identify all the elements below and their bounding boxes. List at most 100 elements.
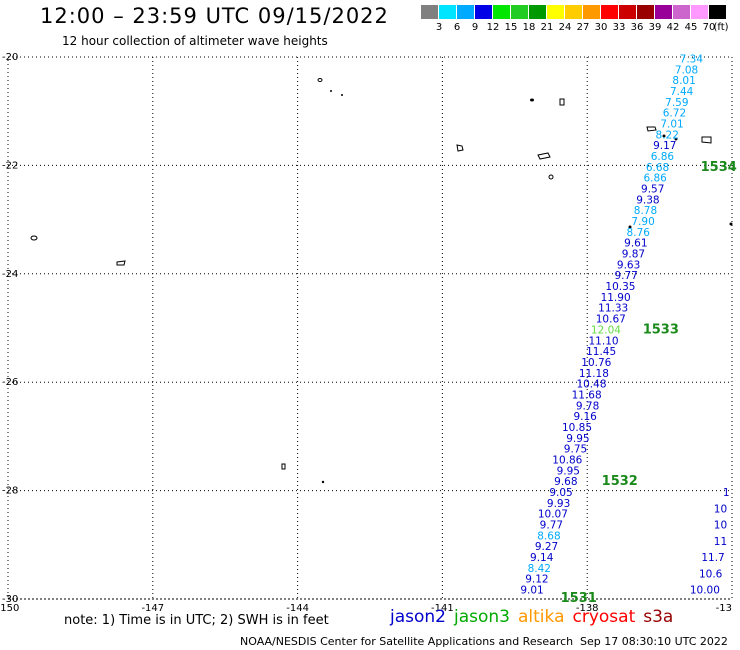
color-scale-label: 9 (471, 22, 479, 33)
color-swatch (619, 5, 636, 19)
x-tick-label: -147 (141, 603, 164, 614)
y-tick-label: -30 (2, 594, 18, 605)
wave-height-value: 8.42 (528, 563, 551, 575)
color-swatch (529, 5, 546, 19)
color-scale-label: 15 (504, 22, 518, 33)
wave-height-value: 7.01 (660, 118, 683, 130)
satellite-legend-item: s3a (643, 607, 674, 627)
x-tick-label: -144 (286, 603, 309, 614)
wave-height-value: 11.33 (598, 303, 628, 315)
wave-height-value: 9.87 (622, 249, 645, 261)
color-swatch (691, 5, 708, 19)
pass-numbers: 1534 1533 1532 1531 (561, 160, 737, 606)
y-tick-label: -26 (2, 377, 18, 388)
wave-height-value: 9.95 (566, 433, 589, 445)
y-tick-label: -20 (2, 52, 18, 63)
map-grid (7, 56, 733, 600)
wave-height-values: 7.347.088.017.447.596.727.018.229.176.86… (520, 53, 729, 596)
island-outline (281, 463, 286, 470)
wave-height-value: 10 (714, 503, 727, 515)
satellite-legend-item: altika (518, 607, 565, 627)
wave-height-value: 7.08 (675, 64, 698, 76)
wave-height-value: 9.57 (641, 184, 664, 196)
island-outline (321, 480, 325, 484)
wave-height-value: 6.68 (646, 162, 669, 174)
color-swatch (511, 5, 528, 19)
wave-height-value: 11.18 (579, 368, 609, 380)
x-tick-label: -138 (576, 603, 599, 614)
wave-height-value: 11.45 (586, 346, 616, 358)
color-scale-label: 3 (435, 22, 443, 33)
color-swatch (601, 5, 618, 19)
wave-height-value: 10.6 (699, 568, 723, 580)
color-scale-unit: (ft) (713, 22, 729, 33)
island-outline (559, 98, 565, 106)
wave-height-value: 9.05 (549, 487, 572, 499)
island-outline (30, 235, 38, 241)
wave-height-value: 11.68 (572, 389, 602, 401)
wave-height-value: 11.10 (589, 335, 619, 347)
wave-height-value: 9.01 (520, 585, 543, 597)
island-outline (330, 90, 332, 92)
color-scale-label: 39 (648, 22, 662, 33)
color-scale-label: 27 (576, 22, 590, 33)
axis-ticks: -150 -147 -144 -141 -138 -13 -20 -22 -24 -26 -28 -3… (0, 52, 732, 614)
satellite-legend-item: cryosat (572, 607, 636, 627)
pass-number-label: 1532 (602, 474, 638, 489)
island-outlines (30, 78, 733, 484)
island-outline (646, 126, 657, 132)
wave-height-value: 10.07 (538, 509, 568, 521)
color-swatch (493, 5, 510, 19)
satellite-legend-item: jason3 (454, 607, 510, 627)
island-outline (317, 78, 323, 82)
color-swatch (655, 5, 672, 19)
color-swatch (673, 5, 690, 19)
wave-height-value: 9.61 (624, 238, 647, 250)
wave-height-value: 7.34 (680, 53, 704, 65)
color-scale-label: 6 (453, 22, 461, 33)
island-outline (537, 152, 551, 160)
wave-height-value: 10.67 (596, 314, 626, 326)
wave-height-value: 9.12 (525, 574, 548, 586)
wave-height-value: 9.17 (653, 140, 676, 152)
wave-height-value: 9.14 (530, 552, 554, 564)
wave-height-value: 10.85 (562, 422, 592, 434)
pass-number-label: 1531 (561, 591, 597, 606)
island-outline (456, 144, 464, 152)
color-swatch (475, 5, 492, 19)
wave-height-value: 8.78 (634, 205, 657, 217)
color-scale-label: 30 (594, 22, 608, 33)
island-outline (116, 260, 126, 266)
color-swatch (565, 5, 582, 19)
color-scale-label: 42 (666, 22, 680, 33)
island-outline (341, 94, 343, 96)
color-swatch (637, 5, 654, 19)
wave-height-value: 7.44 (670, 86, 694, 98)
color-scale-label: 24 (558, 22, 572, 33)
color-scale-label: 12 (486, 22, 500, 33)
wave-height-value: 8.01 (672, 75, 695, 87)
wave-height-value: 9.77 (540, 520, 563, 532)
wave-height-value: 9.77 (614, 270, 637, 282)
wave-height-value: 10.76 (581, 357, 611, 369)
island-outline (674, 137, 678, 141)
wave-height-value: 11.90 (601, 292, 631, 304)
y-tick-label: -24 (2, 269, 18, 280)
island-outline (701, 136, 712, 144)
y-tick-label: -22 (2, 160, 18, 171)
wave-height-value: 6.86 (643, 173, 667, 185)
wave-height-value: 10.00 (690, 585, 720, 597)
satellite-legend-item: jason2 (390, 607, 446, 627)
wave-height-value: 9.78 (576, 400, 599, 412)
wave-height-value: 9.68 (554, 476, 577, 488)
x-tick-label: -150 (0, 603, 19, 614)
wave-height-value: 7.90 (631, 216, 654, 228)
x-tick-label: -13 (716, 603, 732, 614)
satellite-legend: jason2 jason3 altika cryosat s3a (390, 607, 681, 627)
wave-height-value: 6.86 (651, 151, 675, 163)
color-scale-label: 70 (702, 22, 716, 33)
color-swatch (457, 5, 474, 19)
color-scale-label: 18 (522, 22, 536, 33)
generated-date: Sep 17 08:30:10 UTC 2022 (580, 635, 728, 648)
